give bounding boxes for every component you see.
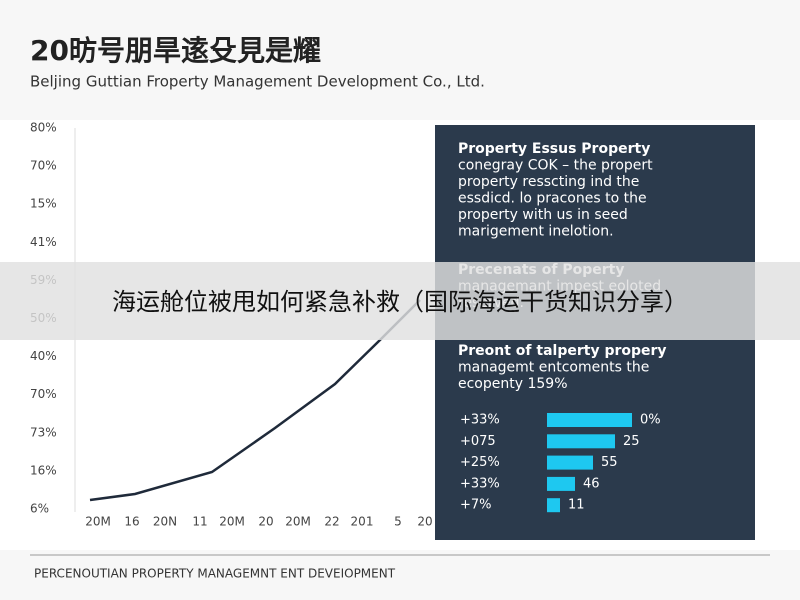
row-right: 11 [568, 498, 585, 513]
y-label: 73% [30, 425, 57, 439]
x-label: 20N [153, 515, 177, 529]
row-left: +33% [460, 476, 500, 491]
panel-text: marigement inelotion. [458, 224, 614, 240]
x-label: 201 [351, 515, 374, 529]
row-right: 0% [640, 413, 661, 428]
row-bar [547, 455, 593, 470]
x-label: 20M [85, 515, 111, 529]
x-label: 20 [258, 515, 273, 529]
panel-text: property resscting ind the [458, 174, 639, 190]
row-bar [547, 476, 575, 491]
x-label: 16 [124, 515, 139, 529]
x-label: 5 [394, 515, 402, 529]
row-right: 25 [623, 434, 640, 449]
row-bar [547, 434, 615, 449]
banner [0, 262, 800, 340]
panel-text: essdicd. lo pracones to the [458, 191, 647, 207]
x-label: 22 [324, 515, 339, 529]
y-label: 16% [30, 463, 57, 477]
y-label: 6% [30, 502, 49, 516]
title: 20昉号朋旱逺殳見是耀 [30, 34, 321, 67]
row-left: +075 [460, 434, 496, 449]
panel-text: property with us in seed [458, 207, 628, 223]
x-label: 20 [417, 515, 432, 529]
y-label: 40% [30, 349, 57, 363]
row-bar [547, 413, 632, 427]
row-left: +25% [460, 455, 500, 470]
x-label: 20M [219, 515, 245, 529]
x-label: 11 [192, 515, 207, 529]
y-label: 80% [30, 121, 57, 135]
y-label: 15% [30, 197, 57, 211]
row-right: 55 [601, 455, 618, 470]
footer: PERCENOUTIAN PROPERTY MANAGEMNT ENT DEVE… [34, 567, 396, 581]
row-left: +33% [460, 413, 500, 428]
row-left: +7% [460, 498, 492, 513]
panel-text: Preont of talperty propery [458, 343, 667, 359]
x-label: 20M [285, 515, 311, 529]
y-label: 41% [30, 235, 57, 249]
row-right: 46 [583, 476, 600, 491]
banner-text: 海运舱位被甩如何紧急补救（国际海运干货知识分享） [112, 288, 688, 316]
y-label: 70% [30, 159, 57, 173]
panel-text: managemt entcoments the [458, 360, 649, 376]
panel-text: Property Essus Property [458, 141, 650, 157]
row-bar [547, 498, 560, 513]
panel-text: conegray COK – the propert [458, 158, 653, 174]
subtitle: Beljing Guttian Froperty Management Deve… [30, 73, 485, 91]
panel-text: ecopenty 159% [458, 376, 568, 392]
y-label: 70% [30, 387, 57, 401]
